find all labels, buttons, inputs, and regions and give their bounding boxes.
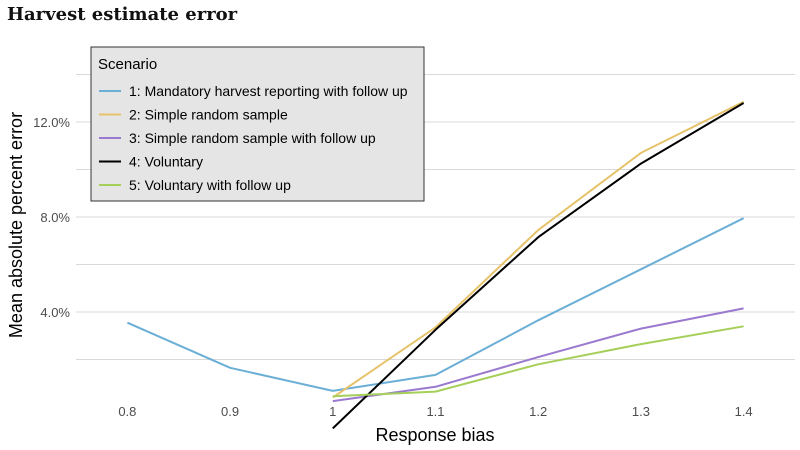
grid-lines	[76, 74, 795, 360]
x-tick-label: 0.9	[221, 404, 239, 419]
x-tick-label: 1	[329, 404, 336, 419]
x-tick-label: 0.8	[118, 404, 136, 419]
legend-box	[90, 46, 425, 202]
series-lines	[126, 100, 745, 430]
x-tick-label: 1.2	[529, 404, 547, 419]
y-tick-label: 4.0%	[40, 305, 70, 320]
y-axis-ticks: 4.0% 8.0% 12.0%	[33, 115, 70, 320]
chart-title: Harvest estimate error	[7, 4, 238, 25]
legend-title: Scenario	[98, 56, 157, 73]
x-tick-label: 1.3	[632, 404, 650, 419]
legend: Scenario 1: Mandatory harvest reporting …	[90, 46, 425, 202]
legend-label-3: 3: Simple random sample with follow up	[129, 130, 376, 146]
legend-label-2: 2: Simple random sample	[129, 107, 288, 123]
y-tick-label: 12.0%	[33, 115, 70, 130]
legend-label-4: 4: Voluntary	[129, 154, 203, 170]
x-axis-ticks: 0.8 0.9 1 1.1 1.2 1.3 1.4	[118, 404, 752, 419]
x-tick-label: 1.1	[426, 404, 444, 419]
series-line-1	[126, 217, 745, 392]
series-line-3	[332, 307, 744, 403]
series-line-5	[332, 325, 744, 398]
legend-label-5: 5: Voluntary with follow up	[129, 177, 291, 193]
x-axis-title: Response bias	[375, 425, 494, 445]
series-line-2	[332, 100, 745, 399]
series-line-4	[332, 102, 745, 430]
y-tick-label: 8.0%	[40, 210, 70, 225]
x-tick-label: 1.4	[735, 404, 753, 419]
legend-label-1: 1: Mandatory harvest reporting with foll…	[129, 83, 408, 99]
y-axis-title: Mean absolute percent error	[6, 112, 26, 338]
